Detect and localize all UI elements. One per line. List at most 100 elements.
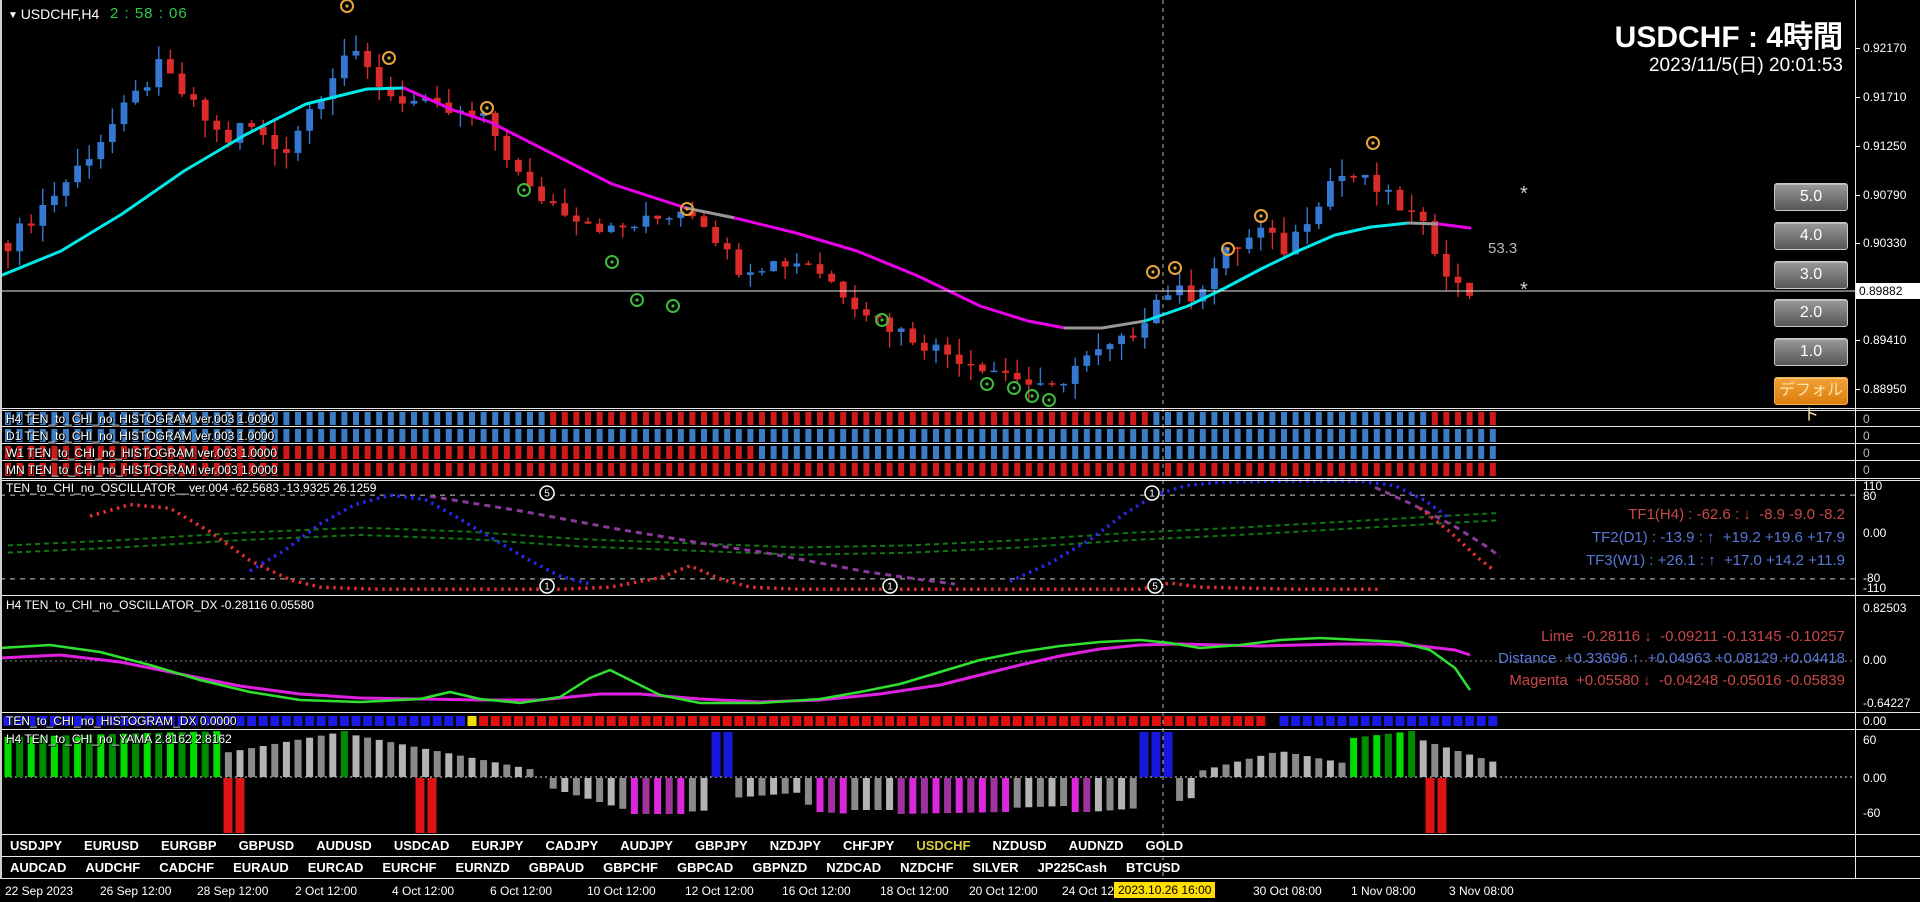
watchlist-item-NZDCHF[interactable]: NZDCHF (900, 859, 954, 875)
oscillator-scale-label: 110 (1863, 479, 1883, 493)
pane-separator (0, 878, 1920, 879)
oscillator-dx-pane-label: H4 TEN_to_CHI_no_OSCILLATOR_DX -0.28116 … (6, 598, 314, 612)
svg-text:*: * (1520, 183, 1528, 205)
watchlist-item-EURGBP[interactable]: EURGBP (160, 837, 217, 853)
watchlist-item-CADCHF[interactable]: CADCHF (159, 859, 215, 875)
time-axis-label: 24 Oct 12:00 (1062, 884, 1131, 898)
scale-button-3.0[interactable]: 3.0 (1774, 260, 1848, 289)
watchlist-item-EURCAD[interactable]: EURCAD (307, 859, 364, 875)
watchlist-item-AUDCHF[interactable]: AUDCHF (85, 859, 141, 875)
time-axis-label: 16 Oct 12:00 (782, 884, 851, 898)
yama-pane-label: H4 TEN_to_CHI_no_YAMA 2.8162 2.8162 (6, 732, 232, 746)
strip-scale-value: 0 (1863, 429, 1870, 443)
time-axis-label: 4 Oct 12:00 (392, 884, 455, 898)
watchlist-item-USDCAD[interactable]: USDCAD (393, 837, 450, 853)
pane-separator (0, 729, 1920, 730)
pane-separator (0, 426, 1920, 427)
svg-text:*: * (1520, 279, 1528, 301)
strip-label-w1: W1 TEN_to_CHI_no_HISTOGRAM ver.003 1.000… (6, 446, 278, 460)
watchlist-item-AUDNZD[interactable]: AUDNZD (1068, 837, 1124, 853)
svg-text:5: 5 (1152, 582, 1158, 593)
price-scale-label: 0.88950 (1863, 382, 1907, 396)
watchlist-item-AUDJPY[interactable]: AUDJPY (620, 837, 673, 853)
watchlist-item-GBPCAD[interactable]: GBPCAD (676, 859, 734, 875)
time-axis-label: 28 Sep 12:00 (197, 884, 269, 898)
oscillator-scale-label: -110 (1863, 581, 1887, 595)
scale-button-2.0[interactable]: 2.0 (1774, 299, 1848, 328)
strip-label-h4: H4 TEN_to_CHI_no_HISTOGRAM ver.003 1.000… (6, 412, 275, 426)
chart-datetime: 2023/11/5(日) 20:01:53 (1648, 55, 1843, 76)
scale-button-5.0[interactable]: 5.0 (1774, 183, 1848, 211)
time-axis-label: 20 Oct 12:00 (969, 884, 1038, 898)
time-axis-label: 2 Oct 12:00 (295, 884, 358, 898)
time-axis-label: 12 Oct 12:00 (685, 884, 754, 898)
chart-title: USDCHF : 4時間 (1614, 21, 1843, 54)
pane-separator (0, 478, 1920, 479)
watchlist-item-BTCUSD[interactable]: BTCUSD (1125, 859, 1181, 875)
svg-text:1: 1 (544, 582, 550, 593)
time-axis-label: 22 Sep 2023 (5, 884, 74, 898)
watchlist-item-EURNZD[interactable]: EURNZD (455, 859, 510, 875)
price-scale-tick (1855, 97, 1860, 98)
histogram-dx-scale-label: 0.00 (1863, 714, 1887, 728)
oscillator-pane-label: TEN_to_CHI_no_OSCILLATOR__ver.004 -62.56… (6, 481, 377, 495)
watchlist-item-USDCHF[interactable]: USDCHF (916, 837, 971, 853)
svg-text:5: 5 (544, 489, 550, 500)
scale-button-1.0[interactable]: 1.0 (1774, 338, 1848, 367)
yama-scale-label: 60 (1863, 733, 1877, 747)
dropdown-arrow-icon[interactable]: ▼ (8, 10, 21, 21)
watchlist-item-JP225Cash[interactable]: JP225Cash (1037, 859, 1107, 875)
time-axis-label: 10 Oct 12:00 (587, 884, 656, 898)
pane-separator (0, 712, 1920, 713)
watchlist-item-GBPCHF[interactable]: GBPCHF (603, 859, 658, 875)
time-axis-label: 6 Oct 12:00 (490, 884, 553, 898)
scale-button-4.0[interactable]: 4.0 (1774, 221, 1848, 250)
watchlist-item-AUDUSD[interactable]: AUDUSD (316, 837, 372, 853)
price-scale-label: 0.91250 (1863, 139, 1907, 153)
watchlist-item-CHFJPY[interactable]: CHFJPY (843, 837, 895, 853)
strip-label-d1: D1 TEN_to_CHI_no_HISTOGRAM ver.003 1.000… (6, 429, 275, 443)
strip-label-mn: MN TEN_to_CHI_no_HISTOGRAM ver.003 1.000… (6, 463, 278, 477)
watchlist-item-NZDJPY[interactable]: NZDJPY (769, 837, 822, 853)
price-scale-tick (1855, 48, 1860, 49)
price-scale-label: 0.90790 (1863, 188, 1907, 202)
watchlist-item-USDJPY[interactable]: USDJPY (10, 837, 63, 853)
dx-legend-line-1: Lime -0.28116 ↓ -0.09211 -0.13145 -0.102… (1541, 628, 1845, 645)
price-scale-tick (1855, 389, 1860, 390)
oscillator-scale-label: 80 (1863, 489, 1877, 503)
watchlist-item-EURAUD[interactable]: EURAUD (233, 859, 289, 875)
oscillator-scale-label: -80 (1863, 571, 1881, 585)
scale-button-default[interactable]: デフォルト (1774, 377, 1848, 424)
oscillator-scale-label: 0.00 (1863, 526, 1887, 540)
price-scale-label: 0.89410 (1863, 333, 1907, 347)
yama-scale-label: 0.00 (1863, 771, 1887, 785)
oscillator-dx-scale-label: 0.00 (1863, 653, 1887, 667)
pane-separator (0, 408, 1920, 409)
pane-separator (0, 443, 1920, 444)
candle-countdown-timer: 2 : 58 : 06 (110, 5, 188, 22)
time-axis-label: 1 Nov 08:00 (1351, 884, 1416, 898)
watchlist-item-NZDCAD[interactable]: NZDCAD (826, 859, 882, 875)
watchlist-item-EURCHF[interactable]: EURCHF (382, 859, 437, 875)
watchlist-item-NZDUSD[interactable]: NZDUSD (992, 837, 1047, 853)
watchlist-item-EURJPY[interactable]: EURJPY (471, 837, 524, 853)
watchlist-item-GBPJPY[interactable]: GBPJPY (694, 837, 748, 853)
dx-legend-line-2: Distance +0.33696 ↑ +0.04963 +0.08129 +0… (1498, 650, 1845, 667)
price-scale-tick (1855, 195, 1860, 196)
time-axis-label: 30 Oct 08:00 (1253, 884, 1322, 898)
watchlist-item-SILVER[interactable]: SILVER (972, 859, 1019, 875)
time-axis-label: 18 Oct 12:00 (880, 884, 949, 898)
watchlist-item-CADJPY[interactable]: CADJPY (545, 837, 599, 853)
yama-scale-label: -60 (1863, 806, 1881, 820)
watchlist-item-GBPUSD[interactable]: GBPUSD (238, 837, 295, 853)
value-note-label: 53.3 (1488, 240, 1518, 257)
watchlist-item-GBPAUD[interactable]: GBPAUD (528, 859, 585, 875)
tf-legend-line-2: TF2(D1) : -13.9 : ↑ +19.2 +19.6 +17.9 (1591, 529, 1845, 546)
watchlist-item-EURUSD[interactable]: EURUSD (84, 837, 139, 853)
strip-scale-value: 0 (1863, 463, 1870, 477)
symbol-period-label: ▼ USDCHF,H4 (8, 6, 100, 22)
watchlist-item-GBPNZD[interactable]: GBPNZD (752, 859, 808, 875)
watchlist-item-GOLD[interactable]: GOLD (1145, 837, 1184, 853)
watchlist-item-AUDCAD[interactable]: AUDCAD (10, 859, 67, 875)
